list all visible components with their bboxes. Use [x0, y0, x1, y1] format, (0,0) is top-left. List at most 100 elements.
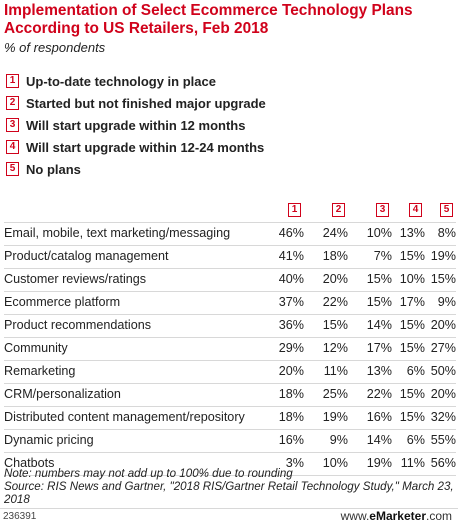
legend-label: No plans	[26, 161, 81, 177]
footnote: Note: numbers may not add up to 100% due…	[4, 467, 454, 506]
value-cell: 29%	[278, 341, 304, 355]
table-row: Chatbots 3% 10% 19% 11% 56%	[4, 452, 456, 476]
table-row: Distributed content management/repositor…	[4, 406, 456, 429]
column-header-3: 3	[376, 203, 389, 217]
value-cell: 7%	[373, 249, 392, 263]
value-cell: 10%	[399, 272, 425, 286]
value-cell: 15%	[399, 387, 425, 401]
value-cell: 12%	[322, 341, 348, 355]
column-header-2: 2	[332, 203, 345, 217]
value-cell: 20%	[430, 387, 456, 401]
value-cell: 13%	[366, 364, 392, 378]
table-row: Ecommerce platform 37% 22% 15% 17% 9%	[4, 291, 456, 314]
value-cell: 15%	[366, 272, 392, 286]
table-row: Email, mobile, text marketing/messaging 4…	[4, 222, 456, 245]
value-cell: 19%	[322, 410, 348, 424]
brand-name: eMarketer	[369, 509, 426, 523]
value-cell: 40%	[278, 272, 304, 286]
column-header-1: 1	[288, 203, 301, 217]
value-cell: 15%	[399, 341, 425, 355]
value-cell: 11%	[323, 364, 348, 378]
value-cell: 15%	[399, 410, 425, 424]
legend-number-box: 2	[6, 96, 19, 110]
value-cell: 6%	[406, 433, 425, 447]
value-cell: 20%	[278, 364, 304, 378]
table-header: 1 2 3 4 5	[4, 200, 456, 222]
legend-label: Up-to-date technology in place	[26, 73, 216, 89]
legend-item: 4 Will start upgrade within 12-24 months	[6, 136, 266, 158]
value-cell: 16%	[278, 433, 304, 447]
row-label: Email, mobile, text marketing/messaging	[4, 226, 231, 240]
legend-number-box: 5	[6, 162, 19, 176]
legend-number-box: 3	[6, 118, 19, 132]
value-cell: 36%	[278, 318, 304, 332]
value-cell: 50%	[430, 364, 456, 378]
table-row: Community 29% 12% 17% 15% 27%	[4, 337, 456, 360]
value-cell: 17%	[399, 295, 425, 309]
chart-title: Implementation of Select Ecommerce Techn…	[4, 2, 413, 37]
value-cell: 10%	[322, 456, 348, 470]
value-cell: 22%	[366, 387, 392, 401]
brand-logo: www.eMarketer.com	[341, 509, 452, 523]
row-label: Product recommendations	[4, 318, 151, 332]
value-cell: 25%	[322, 387, 348, 401]
value-cell: 11%	[400, 456, 425, 470]
table-row: Dynamic pricing 16% 9% 14% 6% 55%	[4, 429, 456, 452]
value-cell: 24%	[322, 226, 348, 240]
value-cell: 6%	[406, 364, 425, 378]
chart-subtitle: % of respondents	[4, 40, 106, 55]
value-cell: 9%	[437, 295, 456, 309]
legend-label: Will start upgrade within 12-24 months	[26, 139, 265, 155]
value-cell: 14%	[366, 433, 392, 447]
value-cell: 56%	[430, 456, 456, 470]
value-cell: 15%	[399, 249, 425, 263]
value-cell: 18%	[278, 410, 304, 424]
legend-number-box: 4	[6, 140, 19, 154]
legend-item: 5 No plans	[6, 158, 266, 180]
table-row: Product recommendations 36% 15% 14% 15% 20%	[4, 314, 456, 337]
value-cell: 8%	[437, 226, 456, 240]
row-label: CRM/personalization	[4, 387, 121, 401]
value-cell: 10%	[366, 226, 392, 240]
chart-id: 236391	[3, 511, 37, 522]
footer: 236391 www.eMarketer.com	[0, 508, 458, 526]
value-cell: 18%	[278, 387, 304, 401]
value-cell: 55%	[430, 433, 456, 447]
row-label: Customer reviews/ratings	[4, 272, 147, 286]
source-text: Source: RIS News and Gartner, "2018 RIS/…	[4, 480, 454, 506]
value-cell: 18%	[322, 249, 348, 263]
note-text: Note: numbers may not add up to 100% due…	[4, 467, 293, 480]
value-cell: 13%	[399, 226, 425, 240]
value-cell: 22%	[322, 295, 348, 309]
data-table: 1 2 3 4 5 Email, mobile, text marketing/mess…	[4, 200, 456, 476]
legend: 1 Up-to-date technology in place 2 Start…	[6, 70, 266, 180]
table-row: CRM/personalization 18% 25% 22% 15% 20%	[4, 383, 456, 406]
value-cell: 9%	[329, 433, 348, 447]
row-label: Product/catalog management	[4, 249, 169, 263]
column-header-4: 4	[409, 203, 422, 217]
brand-suffix: .com	[425, 509, 452, 523]
row-label: Distributed content management/repositor…	[4, 410, 245, 424]
value-cell: 20%	[430, 318, 456, 332]
value-cell: 15%	[430, 272, 456, 286]
row-label: Community	[4, 341, 68, 355]
table-row: Remarketing 20% 11% 13% 6% 50%	[4, 360, 456, 383]
table-row: Product/catalog management 41% 18% 7% 15% 19%	[4, 245, 456, 268]
value-cell: 15%	[366, 295, 392, 309]
value-cell: 3%	[285, 456, 304, 470]
value-cell: 27%	[430, 341, 456, 355]
table-row: Customer reviews/ratings 40% 20% 15% 10% 15%	[4, 268, 456, 291]
value-cell: 32%	[430, 410, 456, 424]
value-cell: 16%	[366, 410, 392, 424]
value-cell: 20%	[322, 272, 348, 286]
value-cell: 37%	[278, 295, 304, 309]
row-label: Remarketing	[4, 364, 76, 378]
row-label: Dynamic pricing	[4, 433, 94, 447]
legend-item: 1 Up-to-date technology in place	[6, 70, 266, 92]
value-cell: 46%	[278, 226, 304, 240]
table-body: Email, mobile, text marketing/messaging 4…	[4, 222, 456, 476]
legend-item: 3 Will start upgrade within 12 months	[6, 114, 266, 136]
value-cell: 19%	[430, 249, 456, 263]
legend-label: Will start upgrade within 12 months	[26, 117, 246, 133]
legend-label: Started but not finished major upgrade	[26, 95, 266, 111]
